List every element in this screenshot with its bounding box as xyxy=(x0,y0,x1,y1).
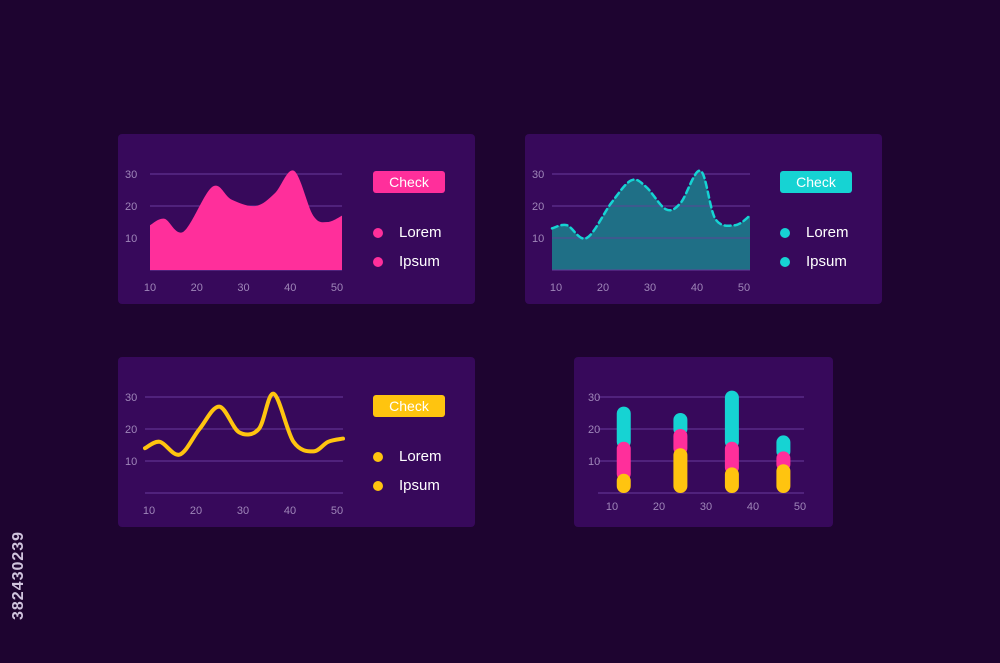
bar-segment xyxy=(673,429,688,456)
bar-segment xyxy=(724,441,739,475)
area-fill xyxy=(552,170,750,270)
chart-card-bars: 10 20 30 10 20 30 40 50 xyxy=(574,357,833,527)
bar-segment xyxy=(616,406,631,449)
bar-segment xyxy=(724,467,739,493)
check-button[interactable]: Check xyxy=(780,171,852,193)
legend-dot-lorem xyxy=(373,228,383,238)
y-tick-label: 30 xyxy=(588,392,600,404)
bar-segment xyxy=(673,448,688,493)
x-tick-label: 50 xyxy=(331,282,343,294)
legend-dot-lorem xyxy=(373,452,383,462)
y-tick-label: 30 xyxy=(125,392,137,404)
bar-segment xyxy=(616,473,631,493)
legend-label-lorem: Lorem xyxy=(399,448,442,465)
legend-label-ipsum: Ipsum xyxy=(806,253,847,270)
yellow-line-chart: 10 20 30 10 20 30 40 50 xyxy=(125,391,345,517)
legend-dot-lorem xyxy=(780,228,790,238)
area-outline xyxy=(550,169,752,240)
y-tick-label: 10 xyxy=(125,456,137,468)
x-tick-label: 50 xyxy=(794,501,806,513)
y-tick-label: 20 xyxy=(125,424,137,436)
x-tick-label: 20 xyxy=(597,282,609,294)
pink-area-chart: 10 20 30 10 20 30 40 50 xyxy=(125,169,343,294)
bar-segment xyxy=(616,441,631,481)
x-tick-label: 30 xyxy=(644,282,656,294)
area-fill xyxy=(150,170,342,270)
x-tick-label: 40 xyxy=(691,282,703,294)
x-tick-label: 40 xyxy=(747,501,759,513)
legend-label-lorem: Lorem xyxy=(399,224,442,241)
check-button[interactable]: Check xyxy=(373,395,445,417)
chart-card-pink: 10 20 30 10 20 30 40 50 Check Lorem Ipsum xyxy=(118,134,475,304)
teal-area-chart: 10 20 30 10 20 30 40 50 xyxy=(532,169,752,294)
x-tick-label: 10 xyxy=(550,282,562,294)
stacked-bar-chart: 10 20 30 10 20 30 40 50 xyxy=(588,390,806,513)
x-tick-label: 40 xyxy=(284,505,296,517)
legend-dot-ipsum xyxy=(780,257,790,267)
bar-segment xyxy=(776,464,791,493)
x-tick-label: 30 xyxy=(700,501,712,513)
series-line xyxy=(143,391,345,457)
legend-label-ipsum: Ipsum xyxy=(399,477,440,494)
chart-card-teal: 10 20 30 10 20 30 40 50 Check Lorem Ipsum xyxy=(525,134,882,304)
y-tick-label: 30 xyxy=(532,169,544,181)
y-tick-label: 10 xyxy=(588,456,600,468)
x-tick-label: 20 xyxy=(653,501,665,513)
legend-dot-ipsum xyxy=(373,481,383,491)
bar-segment xyxy=(724,390,739,449)
x-tick-label: 30 xyxy=(237,282,249,294)
stock-id: 382430239 xyxy=(10,530,27,620)
y-tick-label: 20 xyxy=(532,201,544,213)
x-tick-label: 10 xyxy=(606,501,618,513)
y-tick-label: 10 xyxy=(532,233,544,245)
x-tick-label: 10 xyxy=(143,505,155,517)
x-tick-label: 20 xyxy=(191,282,203,294)
y-tick-label: 30 xyxy=(125,169,137,181)
y-tick-label: 10 xyxy=(125,233,137,245)
chart-card-yellow: 10 20 30 10 20 30 40 50 Check Lorem Ipsum xyxy=(118,357,475,527)
x-tick-label: 50 xyxy=(738,282,750,294)
y-tick-label: 20 xyxy=(588,424,600,436)
check-button[interactable]: Check xyxy=(373,171,445,193)
legend-label-ipsum: Ipsum xyxy=(399,253,440,270)
x-tick-label: 40 xyxy=(284,282,296,294)
x-tick-label: 10 xyxy=(144,282,156,294)
x-tick-label: 30 xyxy=(237,505,249,517)
legend-label-lorem: Lorem xyxy=(806,224,849,241)
x-tick-label: 20 xyxy=(190,505,202,517)
x-tick-label: 50 xyxy=(331,505,343,517)
legend-dot-ipsum xyxy=(373,257,383,267)
y-tick-label: 20 xyxy=(125,201,137,213)
